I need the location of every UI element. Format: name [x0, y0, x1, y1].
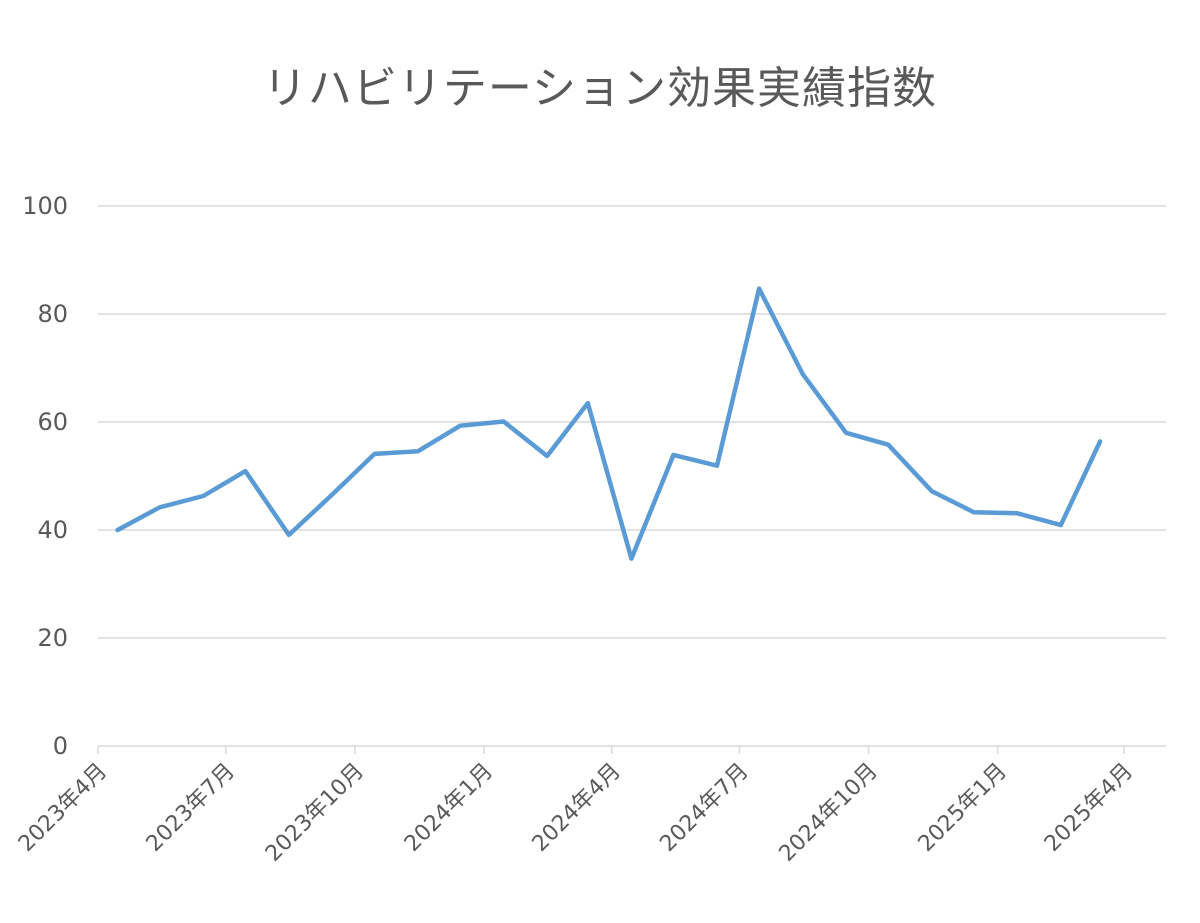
y-tick-label: 100: [22, 192, 68, 220]
y-tick-label: 80: [37, 300, 68, 328]
x-tick-label: 2025年4月: [1040, 759, 1138, 857]
x-tick-label: 2025年1月: [914, 759, 1012, 857]
x-tick-label: 2024年4月: [528, 759, 626, 857]
y-tick-label: 20: [37, 624, 68, 652]
x-tick-label: 2024年7月: [655, 759, 753, 857]
y-tick-label: 60: [37, 408, 68, 436]
series-line: [115, 286, 1103, 561]
x-tick-label: 2023年4月: [14, 759, 112, 857]
y-tick-label: 40: [37, 516, 68, 544]
y-tick-label: 0: [53, 732, 68, 760]
x-tick-label: 2024年1月: [400, 759, 498, 857]
x-tick-label: 2023年10月: [261, 759, 369, 867]
x-tick-label: 2024年10月: [775, 759, 883, 867]
x-tick-label: 2023年7月: [142, 759, 240, 857]
chart-title: リハビリテーション効果実績指数: [262, 63, 938, 114]
